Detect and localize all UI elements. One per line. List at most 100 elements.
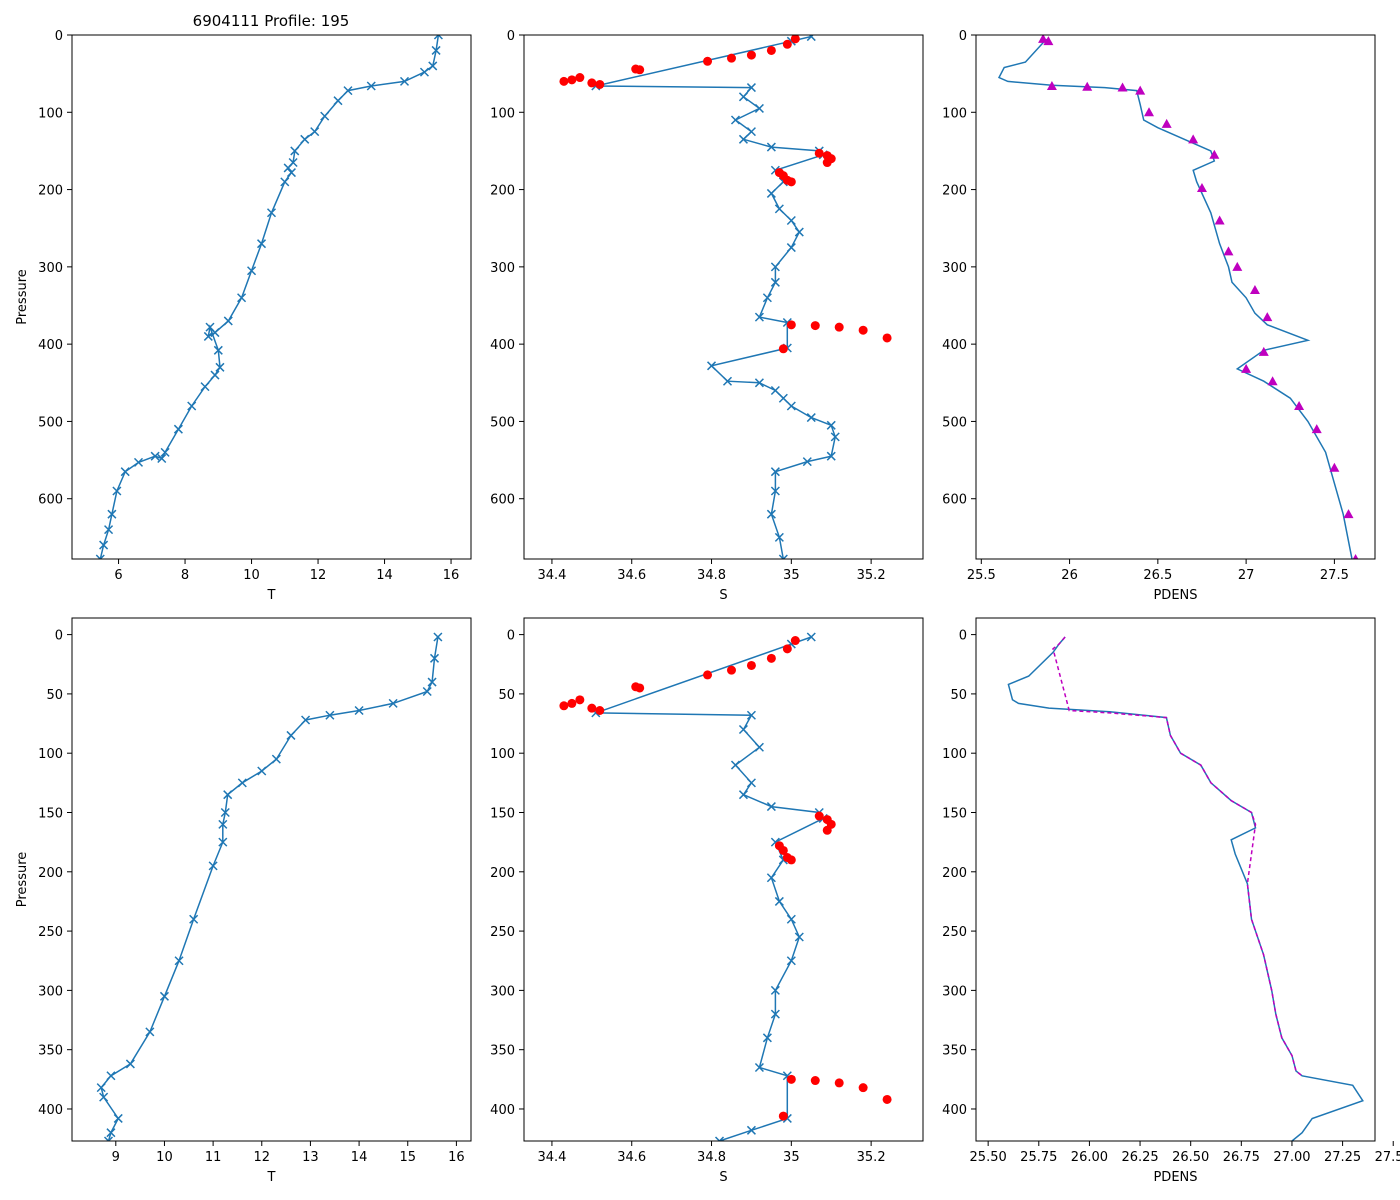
data-point [271, 754, 281, 764]
x-tick-label: 14 [351, 1150, 368, 1165]
data-point [431, 45, 441, 55]
x-axis-label: S [719, 588, 727, 603]
plot-area [1007, 636, 1364, 1141]
data-point [786, 243, 796, 253]
flagged-point [1188, 134, 1199, 144]
data-point [399, 76, 410, 86]
x-tick-label: 25.5 [967, 568, 996, 583]
data-point [778, 393, 788, 403]
x-tick-label: 16 [448, 1150, 465, 1165]
data-point [95, 554, 105, 559]
data-point [300, 134, 310, 144]
data-point [366, 81, 376, 91]
data-point [826, 420, 836, 430]
flagged-point [575, 695, 585, 705]
y-tick-label: 400 [38, 1103, 63, 1118]
y-tick-label: 0 [507, 29, 515, 44]
flagged-point [810, 321, 820, 331]
y-tick-label: 100 [942, 106, 967, 121]
data-point [778, 554, 788, 559]
x-tick-label: 16 [443, 568, 460, 583]
data-point [200, 382, 210, 392]
flagged-point [882, 333, 892, 343]
data-point [754, 742, 764, 752]
flagged-point [1343, 509, 1354, 519]
series-line [997, 38, 1353, 559]
flagged-point [822, 158, 832, 168]
flagged-point [782, 853, 792, 863]
x-tick-label: 8 [181, 568, 189, 583]
flagged-point [1046, 81, 1057, 91]
data-point [746, 1125, 756, 1135]
y-tick-label: 300 [490, 984, 515, 999]
y-tick-label: 500 [38, 415, 63, 430]
data-point [786, 956, 796, 966]
y-tick-label: 150 [38, 806, 63, 821]
data-point [120, 467, 130, 477]
flagged-point [559, 701, 569, 711]
y-tick-label: 50 [498, 688, 515, 703]
data-point [774, 204, 784, 214]
data-point [257, 766, 267, 776]
flagged-point [1294, 400, 1305, 410]
data-point [237, 778, 247, 788]
flagged-point [858, 1083, 868, 1093]
panel-top-density: 25.5 26 26.5 27 27.5 0 100 200 300 400 500 600 PDENS [942, 29, 1376, 603]
data-point [806, 413, 816, 423]
flagged-point [1038, 35, 1049, 43]
y-tick-label: 100 [490, 106, 515, 121]
x-tick-label: 13 [302, 1150, 319, 1165]
flagged-point [1117, 82, 1128, 92]
flagged-point [587, 703, 597, 713]
panel-bottom-density: 25.50 25.75 26.00 26.25 26.50 26.75 27.00 27.25… [942, 617, 1400, 1185]
data-point [770, 1009, 780, 1019]
data-point [422, 686, 432, 697]
x-axis-label: S [719, 1170, 727, 1185]
flagged-point [786, 1074, 796, 1084]
flagged-point [746, 50, 756, 60]
y-tick-label: 0 [959, 629, 967, 644]
flagged-point [575, 73, 585, 83]
data-point [786, 215, 796, 226]
data-point [794, 227, 804, 237]
data-point [746, 710, 756, 720]
x-tick-label: 11 [205, 1150, 222, 1165]
y-tick-label: 600 [490, 493, 515, 508]
data-point [754, 1062, 764, 1073]
data-point [754, 378, 764, 388]
data-point [786, 914, 796, 924]
flagged-point [1329, 462, 1340, 472]
y-tick-label: 400 [942, 1103, 967, 1118]
data-point [730, 115, 741, 125]
flagged-point [559, 76, 569, 86]
plot-area [95, 35, 443, 559]
y-tick-label: 150 [490, 806, 515, 821]
y-tick-label: 200 [942, 184, 967, 199]
axes-frame [523, 34, 924, 560]
data-point [325, 710, 335, 720]
axes-frame [975, 617, 1376, 1142]
x-tick-label: 15 [399, 1150, 416, 1165]
flagged-line [1052, 636, 1303, 1077]
x-tick-label: 9 [112, 1150, 120, 1165]
data-point [174, 956, 184, 966]
data-point [738, 790, 748, 800]
x-tick-label: 14 [376, 568, 393, 583]
y-tick-label: 300 [38, 261, 63, 276]
data-point [247, 266, 257, 276]
flagged-point [567, 698, 577, 708]
data-point [189, 914, 199, 924]
panel-bottom-salinity: 34.4 34.6 34.8 35 35.2 0 50 100 150 200 250 300 350 4… [490, 617, 924, 1185]
data-point [218, 837, 228, 847]
flagged-point [782, 175, 792, 185]
y-tick-label: 600 [38, 493, 63, 508]
figure-title: 6904111 Profile: 195 [193, 12, 350, 30]
data-point [770, 262, 780, 272]
data-point [794, 932, 804, 942]
flagged-point [814, 811, 824, 821]
flagged-point [782, 644, 792, 654]
flagged-point [766, 45, 776, 55]
data-point [333, 96, 343, 106]
flagged-point [1311, 424, 1322, 434]
